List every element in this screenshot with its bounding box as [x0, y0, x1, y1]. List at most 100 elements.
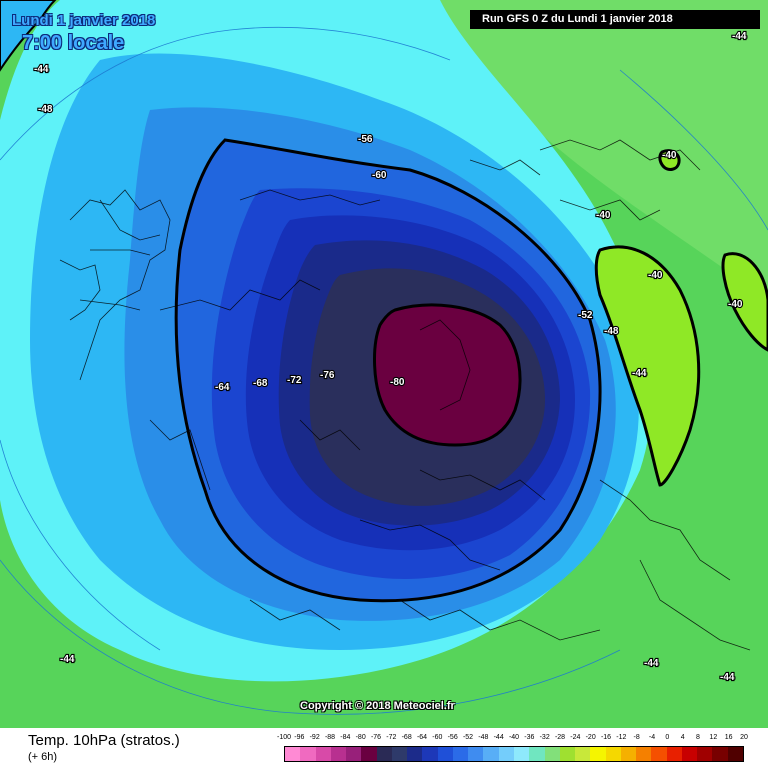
legend-tick-label: -28	[554, 734, 566, 741]
legend-tick-label: -88	[324, 734, 336, 741]
map-label: -40	[596, 210, 611, 221]
legend-swatch	[376, 747, 392, 761]
legend-tick-label: -80	[355, 734, 366, 741]
legend-tick-label: 8	[696, 734, 700, 741]
map-label: -40	[648, 270, 663, 281]
legend-swatch	[559, 747, 576, 761]
legend-tick-label: 12	[709, 734, 718, 741]
legend-tick-label: -44	[493, 734, 504, 741]
legend-tick-label: -4	[648, 734, 656, 741]
coastlines	[59, 139, 751, 651]
legend-tick-label: 0	[665, 734, 670, 741]
legend-swatch	[346, 747, 362, 761]
stratosphere-temperature-map: -44 -48 -56 -60 -64 -68 -72 -76 -80 -52 …	[0, 0, 768, 728]
legend-tick-label: 16	[724, 734, 733, 741]
map-label: -56	[358, 134, 373, 145]
border-wedge	[0, 0, 57, 72]
legend-swatch	[513, 747, 530, 761]
legend-swatch	[437, 747, 453, 761]
map-label: -52	[578, 310, 593, 321]
legend-swatch	[681, 747, 698, 761]
legend-swatch	[605, 747, 621, 761]
footer-bar: Temp. 10hPa (stratos.) (+ 6h) -100 -96 -92…	[0, 728, 768, 768]
legend-tick-label: -64	[416, 734, 428, 741]
map-label: -44	[720, 672, 735, 683]
legend-swatch	[315, 747, 331, 761]
legend-tick-label: -48	[478, 734, 489, 741]
legend-swatch	[300, 747, 316, 761]
legend-swatch	[407, 747, 423, 761]
legend-swatch	[483, 747, 499, 761]
map-label: -48	[604, 326, 619, 337]
map-label: -40	[728, 299, 743, 310]
legend-swatch	[422, 747, 438, 761]
legend-tick-label: -96	[294, 734, 305, 741]
legend-swatch	[544, 747, 560, 761]
legend-tick-label: -84	[340, 734, 351, 741]
legend-swatch	[620, 747, 637, 761]
forecast-step: (+ 6h)	[28, 751, 58, 763]
map-label: -44	[732, 31, 747, 42]
legend-tick-label: -40	[508, 734, 520, 741]
legend-swatch	[727, 747, 743, 761]
legend-tick-label: -92	[309, 734, 320, 741]
legend-swatch	[498, 747, 514, 761]
legend-swatch	[712, 747, 728, 761]
legend-swatch	[529, 747, 545, 761]
map-label: -80	[390, 377, 405, 388]
map-label: -68	[253, 378, 268, 389]
legend-swatch	[651, 747, 667, 761]
legend-swatch	[590, 747, 606, 761]
copyright: Copyright © 2018 Meteociel.fr	[300, 700, 455, 712]
color-legend: -100 -96 -92 -88 -84 -80 -76 -72 -68 -64 -60 -56 -52…	[277, 734, 748, 762]
forecast-date: Lundi 1 janvier 2018	[12, 12, 156, 29]
legend-tick-label: -16	[600, 734, 612, 741]
legend-tick-label: -76	[370, 734, 382, 741]
legend-swatch	[452, 747, 469, 761]
legend-swatch	[285, 747, 301, 761]
legend-tick-label: -36	[524, 734, 535, 741]
legend-tick-label: -56	[447, 734, 458, 741]
legend-tick-label: -8	[633, 734, 640, 741]
warm-region-east	[594, 245, 701, 487]
legend-tick-label: -60	[432, 734, 443, 741]
legend-tick-label: -68	[401, 734, 412, 741]
map-label: -64	[215, 382, 230, 393]
map-label: -44	[644, 658, 659, 669]
legend-tick-label: 20	[740, 734, 748, 741]
map-label: -40	[662, 150, 677, 161]
legend-tick-label: -52	[462, 734, 474, 741]
legend-swatch	[391, 747, 408, 761]
legend-swatch	[636, 747, 652, 761]
map-label: -44	[34, 64, 49, 75]
vortex-core	[373, 303, 522, 447]
legend-swatch	[575, 747, 591, 761]
legend-tick-label: -24	[570, 734, 581, 741]
legend-tick-label: 4	[680, 734, 685, 741]
contour-labels: -44 -48 -56 -60 -64 -68 -72 -76 -80 -52 …	[33, 30, 748, 684]
legend-tick-label: -20	[585, 734, 596, 741]
forecast-hour: 7:00 locale	[22, 32, 125, 54]
legend-ticks: -100 -96 -92 -88 -84 -80 -76 -72 -68 -64 -60 -56 -52…	[277, 734, 748, 744]
map-label: -60	[372, 170, 387, 181]
map-label: -48	[38, 104, 53, 115]
legend-bar	[284, 746, 744, 762]
legend-swatch	[697, 747, 713, 761]
model-run-banner: Run GFS 0 Z du Lundi 1 janvier 2018	[470, 10, 760, 29]
legend-swatch	[666, 747, 682, 761]
legend-tick-label: -12	[616, 734, 627, 741]
light-green-zone	[420, 0, 768, 300]
legend-tick-label: -72	[386, 734, 397, 741]
map-label: -44	[60, 654, 75, 665]
legend-tick-label: -100	[276, 734, 292, 741]
map-label: -72	[287, 375, 302, 386]
warm-region-far-east	[721, 252, 768, 352]
map-label: -44	[632, 368, 647, 379]
parameter-title: Temp. 10hPa (stratos.)	[28, 732, 180, 749]
legend-swatch	[330, 747, 347, 761]
legend-swatch	[361, 747, 377, 761]
legend-tick-label: -32	[539, 734, 550, 741]
legend-swatch	[468, 747, 484, 761]
isotherm-lines	[0, 26, 768, 715]
map-label: -76	[320, 370, 335, 381]
